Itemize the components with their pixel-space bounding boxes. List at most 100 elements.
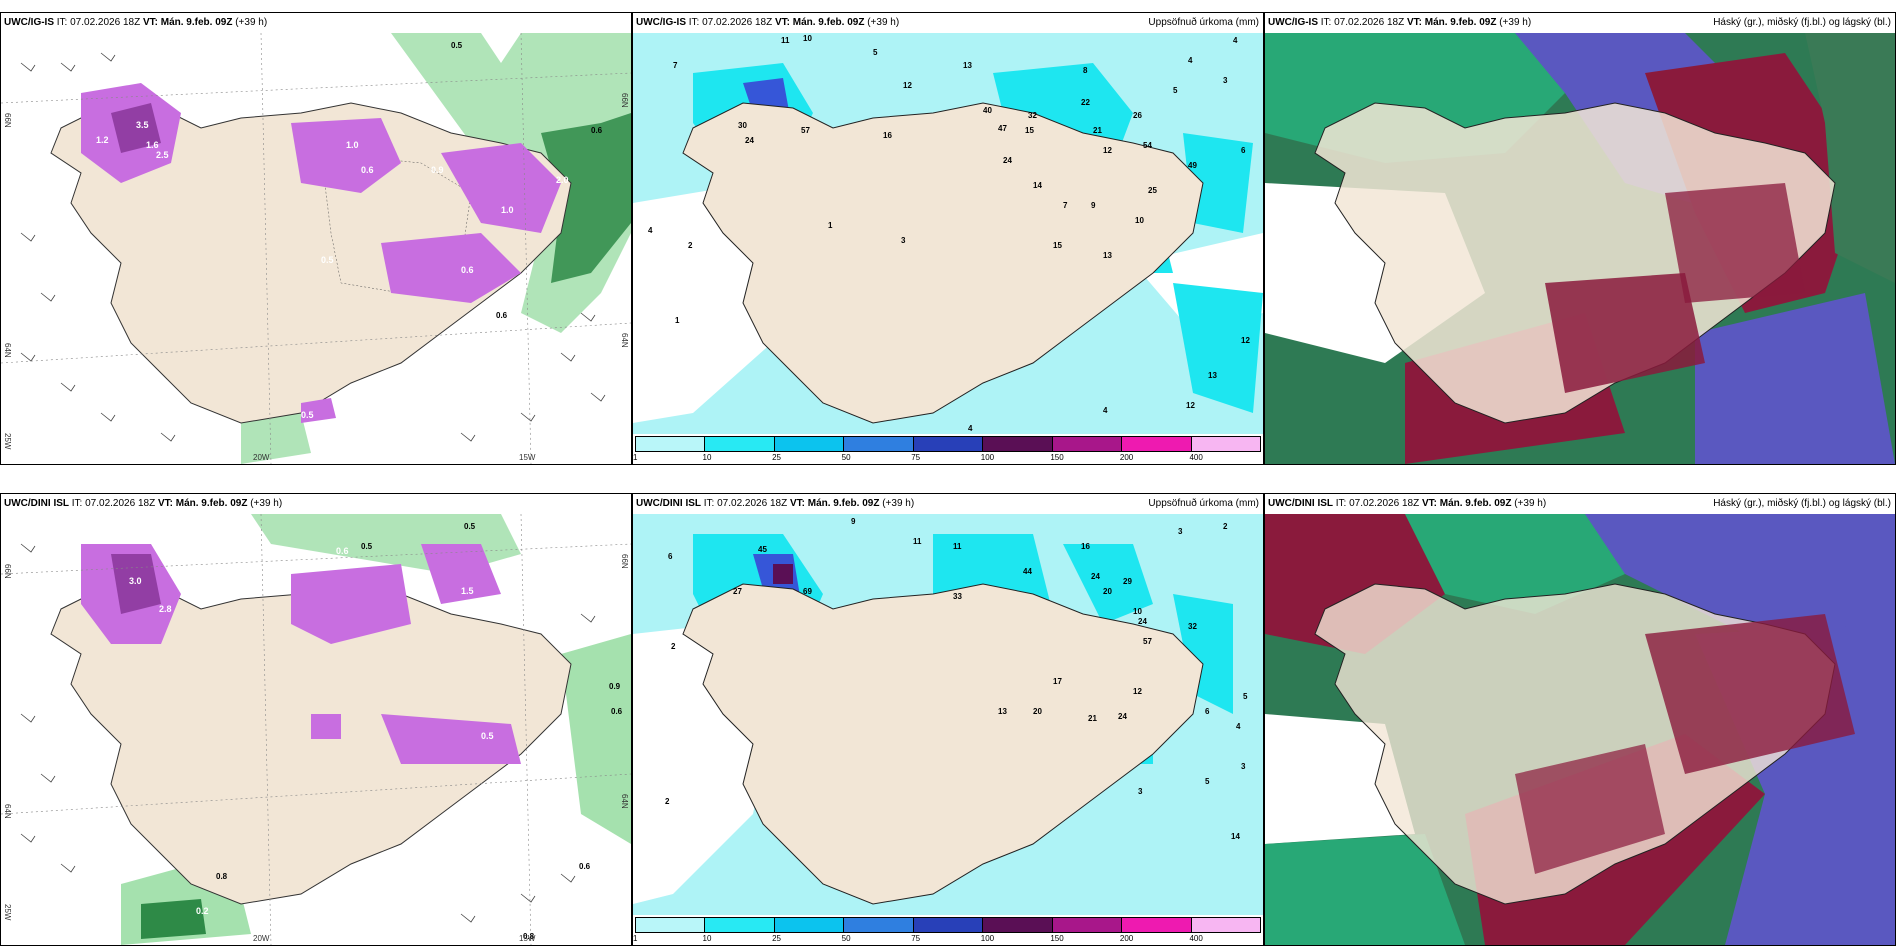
snow-value: 0.5: [361, 542, 373, 551]
init-time: IT: 07.02.2026 18Z: [1335, 498, 1420, 509]
valid-time: VT: Mán. 9.feb. 09Z: [157, 498, 248, 509]
snow-value: 0.5: [481, 731, 494, 741]
precip-value: 15: [1053, 241, 1062, 250]
precip-colorbar: 1 10 25 50 75 100 150 200 400: [633, 917, 1261, 943]
precip-colorbar: 1 10 25 50 75 100 150 200 400: [633, 436, 1261, 462]
precip-value: 2: [671, 642, 676, 651]
legend-swatch: [636, 918, 706, 932]
precip-value: 10: [1133, 607, 1142, 616]
model-name: UWC/DINI ISL: [636, 498, 701, 509]
precip-value: 12: [1241, 336, 1250, 345]
precip-value: 10: [1135, 216, 1144, 225]
panel-dini-wind: UWC/DINI ISL IT: 07.02.2026 18Z VT: Mán.…: [0, 493, 632, 946]
precip-value: 14: [1033, 181, 1042, 190]
lat-label: 66N: [620, 93, 629, 108]
precip-value: 6: [668, 552, 673, 561]
lead-time: (+39 h): [867, 17, 900, 28]
precip-value: 6: [1205, 707, 1210, 716]
panel-header: UWC/DINI ISL IT: 07.02.2026 18Z VT: Mán.…: [1, 494, 631, 514]
precip-value: 12: [1133, 687, 1142, 696]
valid-time: VT: Mán. 9.feb. 09Z: [774, 17, 865, 28]
precip-value: 24: [1118, 712, 1127, 721]
precip-value: 12: [1103, 146, 1112, 155]
legend-tick-label: 150: [1050, 453, 1064, 462]
precip-value: 11: [913, 537, 922, 546]
model-name: UWC/IG-IS: [1268, 17, 1318, 28]
legend-swatch: [844, 918, 914, 932]
legend-swatch: [983, 918, 1053, 932]
precip-value: 16: [883, 131, 892, 140]
lead-time: (+39 h): [250, 498, 283, 509]
legend-tick-label: 50: [841, 453, 851, 462]
legend-tick-label: 50: [841, 934, 851, 943]
map-clouds: [1265, 33, 1895, 464]
legend-swatch: [913, 918, 984, 932]
legend-swatch: [1191, 918, 1260, 932]
field-title: Háský (gr.), miðský (fj.bl.) og lágský (…: [1713, 498, 1891, 509]
precip-value: 45: [758, 545, 767, 554]
precip-value: 5: [873, 48, 878, 57]
precip-value: 3: [1241, 762, 1246, 771]
precip-value: 24: [1091, 572, 1100, 581]
lead-time: (+39 h): [882, 498, 915, 509]
lat-label: 66N: [3, 564, 12, 579]
snow-value: 2.5: [156, 150, 169, 160]
snow-value: 0.6: [461, 265, 474, 275]
precip-value: 30: [738, 121, 747, 130]
legend-swatch: [1191, 437, 1260, 451]
valid-time: VT: Mán. 9.feb. 09Z: [1421, 498, 1512, 509]
precip-value: 15: [1025, 126, 1034, 135]
panel-header: UWC/IG-IS IT: 07.02.2026 18Z VT: Mán. 9.…: [633, 13, 1263, 33]
precip-value: 4: [1233, 36, 1238, 45]
lon-label: 20W: [253, 453, 270, 462]
precip-value: 9: [851, 517, 856, 526]
precip-value: 57: [801, 126, 810, 135]
precip-value: 69: [803, 587, 812, 596]
legend-swatch: [1052, 918, 1123, 932]
precip-value: 49: [1188, 161, 1197, 170]
legend-swatch: [913, 437, 984, 451]
precip-value: 1: [828, 221, 833, 230]
field-title: Háský (gr.), miðský (fj.bl.) og lágský (…: [1713, 17, 1891, 28]
panel-ig-precip: UWC/IG-IS IT: 07.02.2026 18Z VT: Mán. 9.…: [632, 12, 1264, 465]
model-name: UWC/IG-IS: [636, 17, 686, 28]
valid-time: VT: Mán. 9.feb. 09Z: [1406, 17, 1497, 28]
lon-label: 25W: [3, 433, 12, 450]
precip-value: 11: [953, 542, 962, 551]
snow-value: 0.5: [464, 522, 476, 531]
panel-ig-clouds: UWC/IG-IS IT: 07.02.2026 18Z VT: Mán. 9.…: [1264, 12, 1896, 465]
legend-swatch: [774, 437, 845, 451]
legend-tick-label: 1: [633, 453, 638, 462]
snow-value: 0.6: [579, 862, 591, 871]
precip-value: 1: [675, 316, 680, 325]
snow-value: 0.6: [361, 165, 374, 175]
precip-value: 10: [803, 34, 812, 43]
snow-value: 0.9: [431, 165, 444, 175]
panel-header: UWC/IG-IS IT: 07.02.2026 18Z VT: Mán. 9.…: [1265, 13, 1895, 33]
precip-value: 5: [1173, 86, 1178, 95]
legend-swatch: [636, 437, 706, 451]
legend-tick-label: 10: [702, 453, 712, 462]
precip-value: 12: [1186, 401, 1195, 410]
precip-value: 33: [953, 592, 962, 601]
precip-value: 32: [1028, 111, 1037, 120]
precip-value: 27: [733, 587, 742, 596]
legend-tick-label: 25: [772, 453, 782, 462]
model-name: UWC/DINI ISL: [4, 498, 69, 509]
snow-value: 0.8: [523, 932, 535, 941]
legend-tick-label: 100: [980, 453, 995, 462]
precip-value: 20: [1033, 707, 1042, 716]
snow-value: 0.5: [451, 41, 463, 50]
precip-value: 3: [901, 236, 906, 245]
snow-value: 0.5: [301, 410, 314, 420]
precip-value: 6: [1241, 146, 1246, 155]
valid-time: VT: Mán. 9.feb. 09Z: [789, 498, 880, 509]
panel-dini-precip: UWC/DINI ISL IT: 07.02.2026 18Z VT: Mán.…: [632, 493, 1264, 946]
precip-value: 11: [781, 36, 790, 45]
precip-value: 26: [1133, 111, 1142, 120]
init-time: IT: 07.02.2026 18Z: [56, 17, 141, 28]
legend-swatch: [774, 918, 845, 932]
precip-value: 7: [1063, 201, 1068, 210]
precip-value: 54: [1143, 141, 1152, 150]
precip-value: 2: [688, 241, 693, 250]
